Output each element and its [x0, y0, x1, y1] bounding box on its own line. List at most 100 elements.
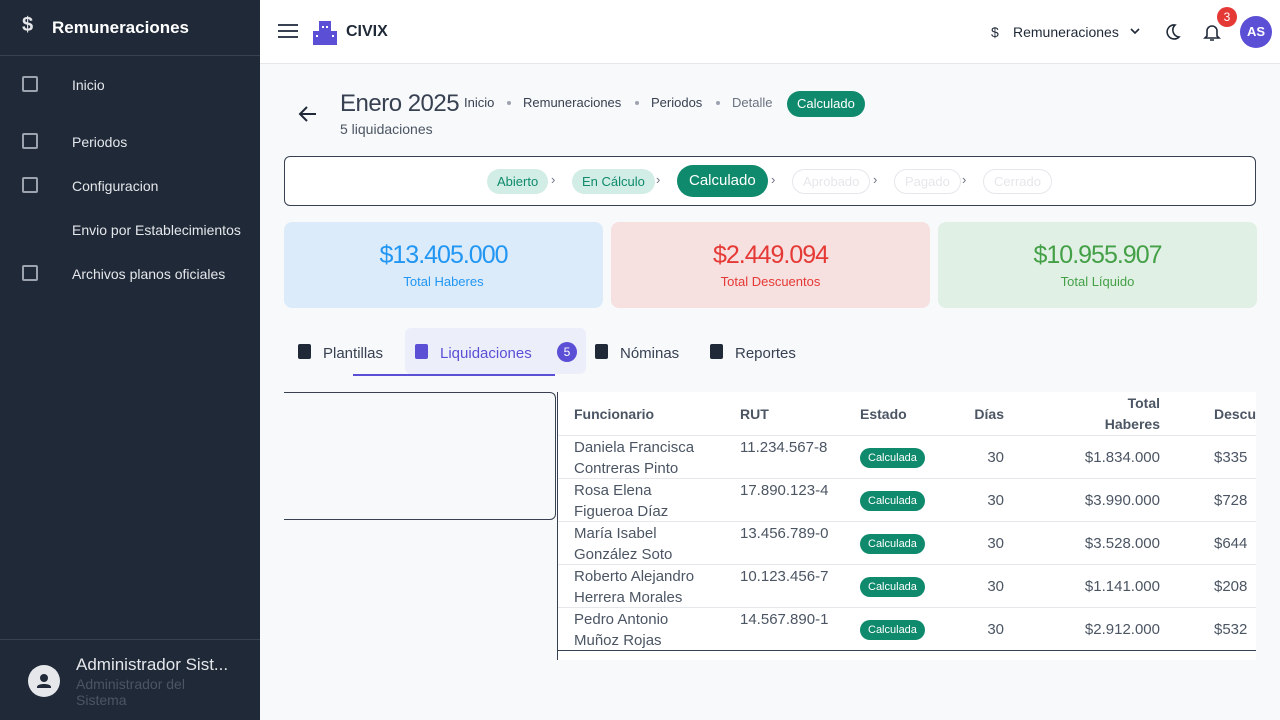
module-dollar: $ [991, 24, 999, 40]
tab-label: Nóminas [620, 345, 680, 362]
breadcrumb-item[interactable]: Periodos [651, 95, 703, 110]
cell: $1.834.000 [1084, 449, 1160, 466]
user-icon [37, 674, 51, 688]
nav-icon [22, 265, 38, 281]
cell: $335 [1214, 449, 1248, 466]
cell: 30 [987, 535, 1004, 552]
cell: 13.456.789-0 [740, 525, 829, 542]
step: Calculado [677, 165, 768, 197]
summary-value: $2.449.094 [712, 241, 829, 269]
cell: 30 [987, 578, 1004, 595]
user-role: Administrador del Sistema [76, 676, 185, 708]
cell: Pedro Antonio Muñoz Rojas [574, 611, 669, 649]
nav-icon [22, 76, 38, 92]
nav-item[interactable]: Configuracion [0, 176, 260, 196]
table-row [558, 565, 1256, 608]
tab-label: Reportes [735, 345, 796, 362]
avatar[interactable]: AS [1240, 16, 1272, 48]
nav-item[interactable]: Envio por Establecimientos [0, 220, 260, 240]
nav-label: Inicio [72, 77, 105, 93]
nav-label: Envio por Establecimientos [72, 222, 241, 238]
theme-toggle[interactable] [1163, 23, 1181, 41]
cell: $2.912.000 [1084, 621, 1160, 638]
table: Funcionario RUT Estado Días Total Haberes Des… [557, 392, 1256, 660]
logo [313, 21, 337, 45]
summary-label: Total Descuentos [720, 274, 821, 289]
breadcrumb-item: Detalle [732, 95, 773, 110]
cell: $532 [1214, 621, 1248, 638]
table-row [558, 436, 1256, 479]
page-title: Enero 2025 [340, 90, 460, 117]
nav-item[interactable]: Periodos [0, 132, 260, 152]
column-header: Descu [1214, 405, 1256, 422]
tab-badge: 5 [557, 342, 577, 362]
cell: 11.234.567-8 [740, 439, 828, 456]
tab-icon [298, 344, 311, 359]
summary-card: $13.405.000 Total Haberes [284, 222, 603, 308]
notification-count: 3 [1217, 7, 1237, 27]
step-separator: › [962, 172, 967, 187]
breadcrumb-dot [507, 101, 511, 105]
tab-indicator [353, 374, 555, 376]
step: En Cálculo [572, 169, 655, 194]
step-separator: › [656, 172, 661, 187]
tab-label: Liquidaciones [440, 345, 532, 362]
cell: $208 [1214, 578, 1248, 595]
column-header: Funcionario [574, 405, 655, 422]
cell: 10.123.456-7 [740, 568, 829, 585]
tab[interactable]: Reportes [700, 328, 800, 374]
sidebar: $ Remuneraciones Inicio Periodos Configura… [0, 0, 260, 720]
step: Abierto [487, 169, 549, 194]
table-row [558, 608, 1256, 651]
cell: 17.890.123-4 [740, 482, 829, 499]
step-separator: › [771, 172, 776, 187]
user-avatar[interactable] [28, 665, 60, 697]
stepper [284, 156, 1256, 206]
column-header: RUT [740, 405, 769, 422]
cell: 30 [987, 449, 1004, 466]
cell: 30 [987, 492, 1004, 509]
brand: CIVIX [346, 23, 388, 40]
tab[interactable]: Nóminas [585, 328, 685, 374]
nav-label: Configuracion [72, 178, 159, 194]
summary-label: Total Líquido [1060, 274, 1135, 289]
nav-icon [22, 177, 38, 193]
cell: $1.141.000 [1084, 578, 1160, 595]
top-bar: CIVIX $ Remuneraciones 3 AS [260, 0, 1280, 64]
tab[interactable]: Plantillas [288, 328, 398, 374]
summary-card: $10.955.907 Total Líquido [938, 222, 1257, 308]
chevron [1130, 28, 1140, 35]
step: Pagado [894, 169, 961, 194]
cell: Daniela Francisca Contreras Pinto [574, 439, 695, 477]
divider [0, 55, 260, 56]
table-header [558, 392, 1256, 436]
status-badge: Calculada [860, 491, 925, 511]
column-header: Total Haberes [1104, 395, 1160, 432]
cell: $728 [1214, 492, 1248, 509]
summary-value: $10.955.907 [1033, 241, 1162, 269]
cell: $3.990.000 [1084, 492, 1160, 509]
menu-button[interactable] [278, 22, 298, 40]
status-chip: Calculado [787, 91, 865, 117]
column-header: Estado [860, 405, 907, 422]
breadcrumb-item[interactable]: Remuneraciones [523, 95, 622, 110]
step: Aprobado [792, 169, 871, 194]
step-separator: › [551, 172, 556, 187]
cell: Rosa Elena Figueroa Díaz [574, 482, 669, 520]
table-row [558, 479, 1256, 522]
nav-item[interactable]: Inicio [0, 75, 260, 95]
status-badge: Calculada [860, 577, 925, 597]
breadcrumb-dot [716, 101, 720, 105]
breadcrumb-item[interactable]: Inicio [464, 95, 495, 110]
tab-icon [595, 344, 608, 359]
tab-icon [710, 344, 723, 359]
back-button[interactable] [298, 104, 318, 124]
tab[interactable]: Liquidaciones 5 [405, 328, 586, 374]
nav-item[interactable]: Archivos planos oficiales [0, 264, 260, 284]
page-subtitle: 5 liquidaciones [340, 121, 433, 137]
status-badge: Calculada [860, 620, 925, 640]
cell: María Isabel González Soto [574, 525, 673, 563]
module-select[interactable]: Remuneraciones [1013, 24, 1119, 40]
notifications-button[interactable] [1203, 22, 1221, 42]
